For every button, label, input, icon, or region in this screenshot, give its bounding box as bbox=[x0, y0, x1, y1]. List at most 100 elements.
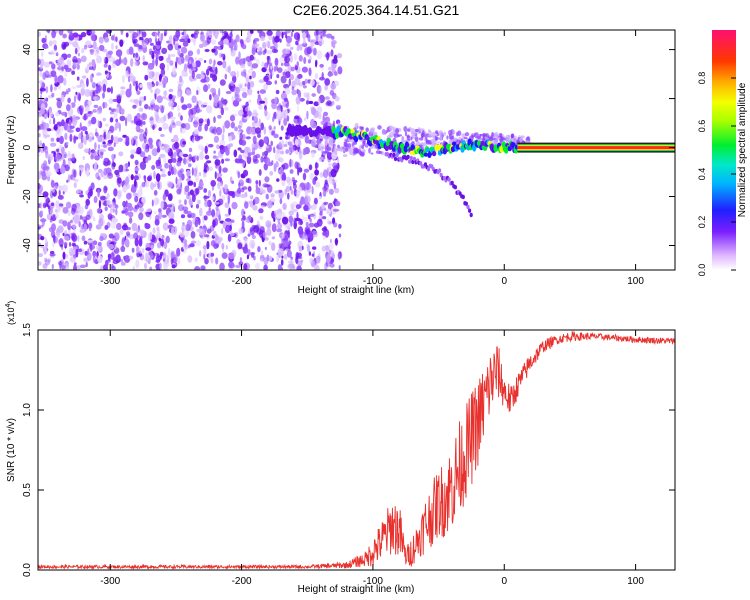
noise-blob bbox=[210, 39, 217, 45]
noise-blob bbox=[200, 78, 207, 83]
noise-blob bbox=[315, 59, 318, 68]
noise-blob bbox=[283, 117, 288, 127]
noise-blob bbox=[98, 222, 102, 229]
noise-blob bbox=[108, 243, 115, 250]
noise-blob bbox=[171, 264, 176, 269]
noise-blob bbox=[311, 230, 318, 235]
noise-blob bbox=[320, 35, 323, 39]
noise-blob bbox=[88, 244, 96, 250]
noise-blob bbox=[53, 125, 58, 131]
noise-blob bbox=[229, 114, 236, 122]
noise-blob bbox=[152, 227, 156, 234]
noise-blob bbox=[318, 30, 325, 37]
noise-blob bbox=[323, 111, 329, 117]
noise-blob bbox=[285, 35, 292, 44]
noise-blob bbox=[116, 222, 122, 231]
noise-blob bbox=[298, 82, 304, 87]
noise-blob bbox=[81, 235, 86, 242]
noise-blob bbox=[44, 259, 51, 266]
noise-blob bbox=[112, 98, 119, 103]
scatter-blob bbox=[410, 137, 413, 141]
noise-blob bbox=[286, 115, 290, 122]
noise-blob bbox=[160, 173, 167, 178]
noise-blob bbox=[238, 261, 244, 266]
noise-blob bbox=[234, 86, 241, 95]
noise-blob bbox=[321, 227, 328, 232]
scatter-blob bbox=[331, 137, 334, 142]
noise-blob bbox=[104, 206, 108, 212]
noise-blob bbox=[67, 174, 71, 183]
noise-blob bbox=[245, 76, 250, 84]
noise-blob bbox=[326, 100, 332, 106]
noise-blob bbox=[311, 151, 315, 158]
noise-blob bbox=[160, 108, 164, 113]
noise-blob bbox=[190, 107, 197, 115]
noise-blob bbox=[199, 151, 204, 160]
scatter-blob bbox=[359, 151, 365, 157]
noise-blob bbox=[241, 71, 247, 77]
noise-blob bbox=[221, 158, 225, 164]
noise-blob bbox=[183, 157, 187, 165]
noise-blob bbox=[102, 83, 107, 93]
noise-blob bbox=[173, 38, 176, 46]
noise-blob bbox=[105, 259, 109, 267]
noise-blob bbox=[71, 85, 77, 90]
noise-blob bbox=[65, 201, 72, 209]
noise-blob bbox=[49, 142, 57, 147]
noise-blob bbox=[86, 252, 92, 261]
noise-blob bbox=[225, 167, 228, 172]
signal-blob bbox=[410, 144, 415, 151]
scatter-blob bbox=[351, 145, 356, 149]
noise-blob bbox=[308, 251, 312, 256]
noise-blob bbox=[42, 166, 49, 170]
noise-blob bbox=[160, 200, 164, 210]
noise-blob bbox=[170, 53, 176, 57]
noise-blob bbox=[97, 189, 100, 198]
noise-blob bbox=[327, 218, 330, 225]
noise-blob bbox=[97, 144, 101, 150]
noise-blob bbox=[322, 189, 327, 197]
noise-blob bbox=[116, 104, 122, 114]
noise-blob bbox=[120, 261, 126, 266]
noise-blob bbox=[305, 30, 309, 36]
scatter-blob bbox=[414, 129, 419, 132]
noise-blob bbox=[72, 176, 76, 181]
noise-blob bbox=[39, 94, 43, 101]
noise-blob bbox=[73, 182, 77, 189]
noise-blob bbox=[175, 61, 178, 69]
noise-blob bbox=[207, 83, 210, 89]
noise-blob bbox=[186, 157, 189, 165]
noise-blob bbox=[126, 113, 132, 122]
noise-blob bbox=[135, 151, 142, 155]
noise-blob bbox=[79, 229, 86, 233]
noise-blob bbox=[144, 74, 149, 81]
noise-blob bbox=[196, 90, 199, 95]
noise-blob bbox=[207, 143, 214, 148]
noise-blob bbox=[40, 218, 47, 223]
noise-blob bbox=[146, 208, 152, 213]
noise-blob bbox=[302, 32, 307, 40]
noise-blob bbox=[66, 125, 71, 133]
noise-blob bbox=[338, 233, 342, 238]
noise-blob bbox=[115, 45, 118, 50]
noise-blob bbox=[200, 265, 206, 270]
noise-blob bbox=[280, 75, 287, 84]
noise-blob bbox=[283, 253, 288, 260]
noise-blob bbox=[240, 63, 246, 69]
noise-blob bbox=[167, 182, 174, 188]
scatter-blob bbox=[492, 139, 497, 146]
scatter-blob bbox=[428, 133, 432, 138]
noise-blob bbox=[189, 243, 195, 248]
noise-blob bbox=[296, 46, 299, 52]
noise-blob bbox=[329, 263, 335, 268]
noise-blob bbox=[274, 190, 280, 194]
noise-blob bbox=[94, 142, 97, 151]
noise-blob bbox=[55, 148, 59, 152]
noise-blob bbox=[206, 210, 213, 216]
noise-blob bbox=[181, 68, 188, 77]
noise-blob bbox=[81, 47, 85, 54]
noise-blob bbox=[153, 210, 158, 215]
noise-blob bbox=[215, 126, 223, 136]
noise-blob bbox=[233, 149, 238, 158]
noise-blob bbox=[203, 253, 206, 260]
